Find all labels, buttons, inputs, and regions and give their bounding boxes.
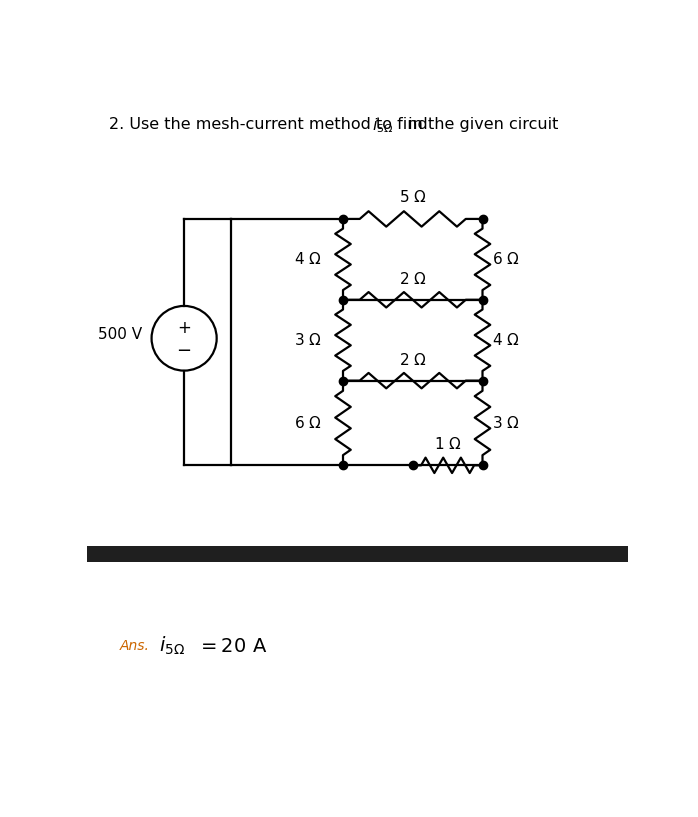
Text: $= 20\ \mathrm{A}$: $= 20\ \mathrm{A}$ [198,636,267,656]
Text: $1\ \Omega$: $1\ \Omega$ [433,436,461,453]
Text: $3\ \Omega$: $3\ \Omega$ [294,333,321,348]
FancyBboxPatch shape [87,547,628,561]
Text: $2\ \Omega$: $2\ \Omega$ [399,270,426,287]
Text: in the given circuit: in the given circuit [403,117,559,132]
Text: +: + [177,319,191,337]
Text: $2\ \Omega$: $2\ \Omega$ [399,351,426,368]
Text: 2. Use the mesh-current method to find: 2. Use the mesh-current method to find [109,117,433,132]
Text: $i_{5\Omega}$: $i_{5\Omega}$ [159,635,185,658]
Text: −: − [177,342,192,360]
Text: 500 V: 500 V [98,327,142,342]
Text: $3\ \Omega$: $3\ \Omega$ [492,415,519,431]
Text: $4\ \Omega$: $4\ \Omega$ [492,333,519,348]
Text: $6\ \Omega$: $6\ \Omega$ [492,252,519,267]
Text: Ans.: Ans. [120,639,149,654]
Text: $4\ \Omega$: $4\ \Omega$ [294,252,321,267]
Text: $6\ \Omega$: $6\ \Omega$ [294,415,321,431]
Text: $i_{5\Omega}$: $i_{5\Omega}$ [373,117,394,136]
Text: $5\ \Omega$: $5\ \Omega$ [399,189,426,205]
